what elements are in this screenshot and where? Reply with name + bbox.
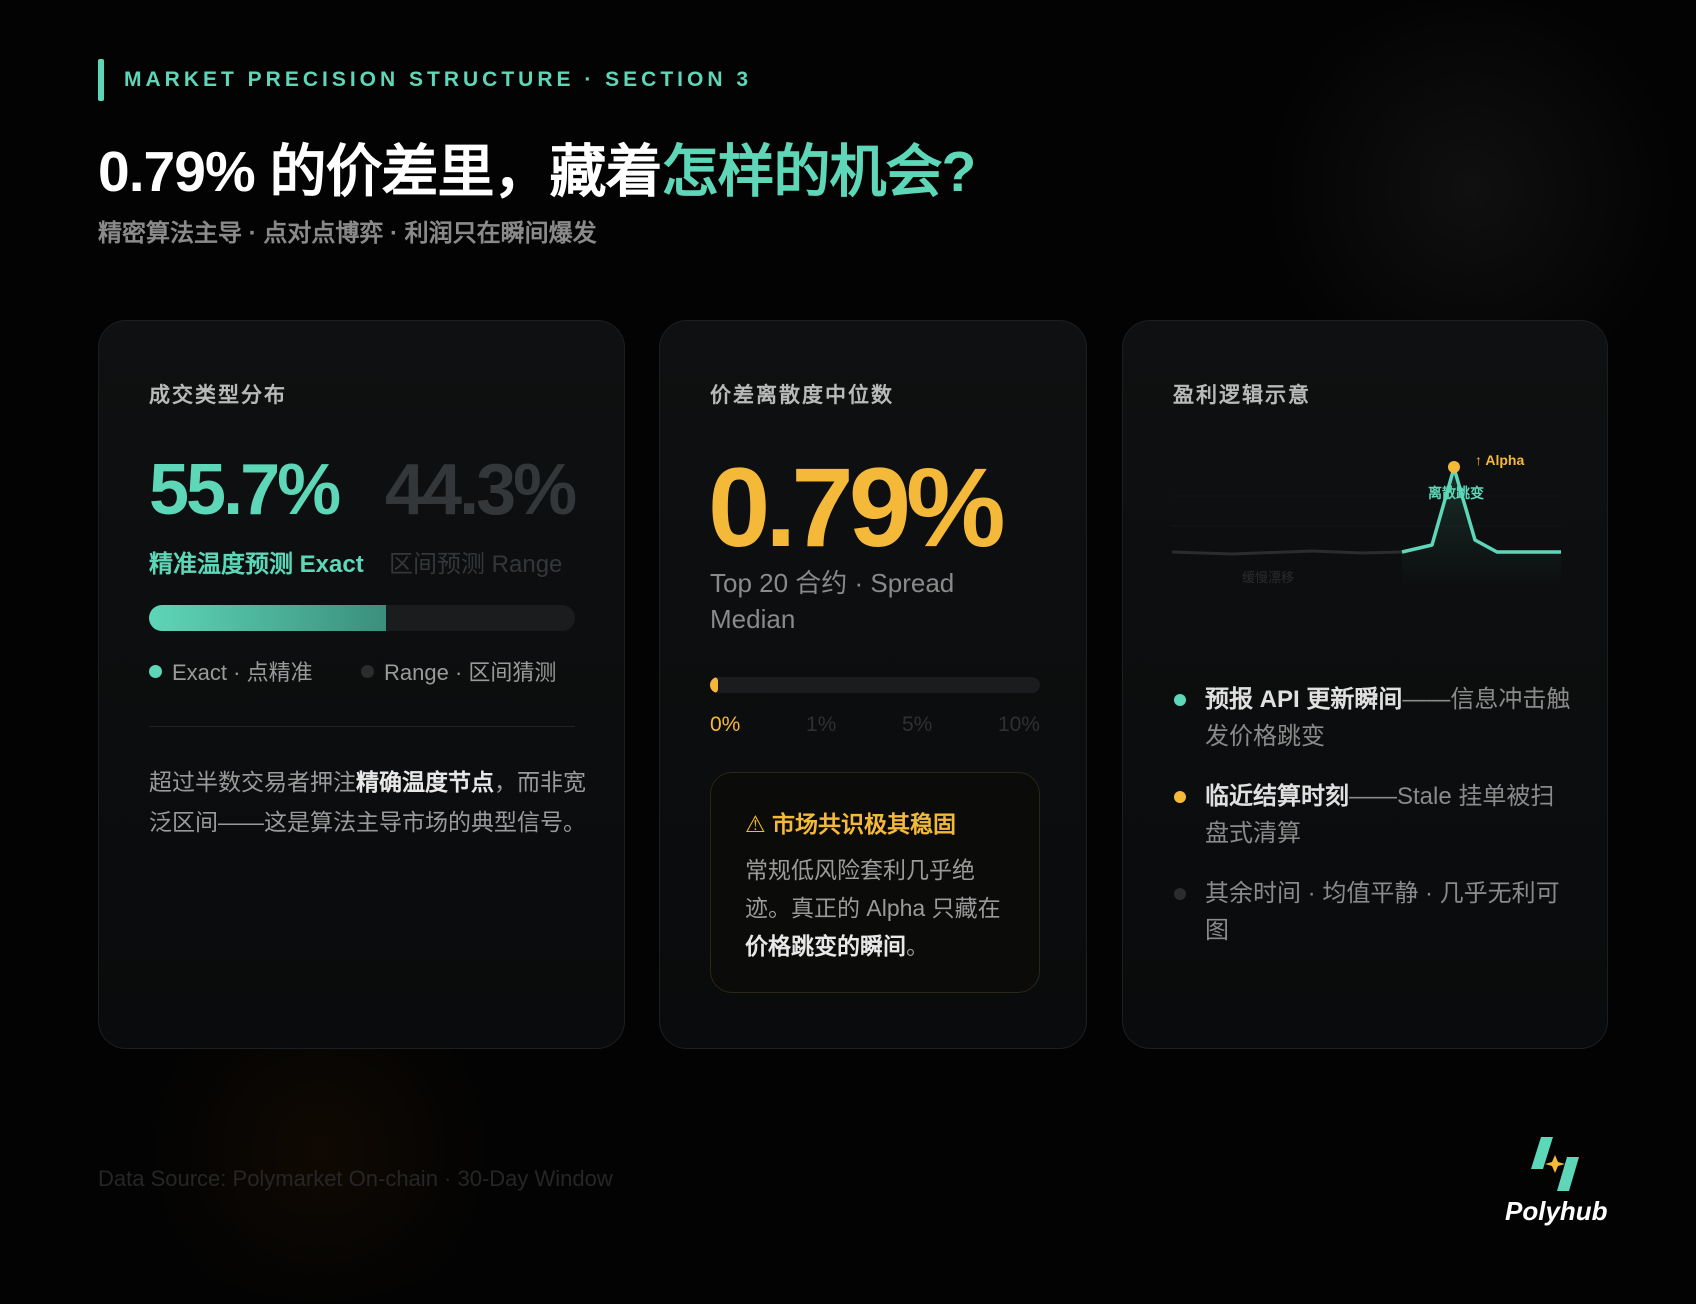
range-value: 44.3% — [385, 450, 577, 530]
background-glow — [120, 1000, 520, 1300]
legend-label: Range · 区间猜测 — [384, 660, 557, 685]
tick-label: 5% — [901, 713, 933, 736]
spike-line — [1401, 466, 1561, 554]
accent-bar — [98, 59, 104, 101]
spike-label: 离散跳变 — [1428, 485, 1484, 501]
spread-fill — [710, 677, 718, 693]
drift-line — [1172, 549, 1403, 556]
bold-text: 临近结算时刻 — [1205, 783, 1349, 810]
logic-card: 盈利逻辑示意 ↑ Alpha 离散跳变 缓慢漂移 预报 API 更新瞬间——信息… — [1122, 320, 1608, 1049]
orange-dot-icon — [1174, 791, 1186, 803]
legend-label: Exact · 点精准 — [172, 660, 313, 685]
data-source: Data Source: Polymarket On-chain · 30-Da… — [98, 1166, 613, 1191]
list-item: 预报 API 更新瞬间——信息冲击触发价格跳变 — [1173, 681, 1573, 755]
text: 常规低风险套利几乎绝迹。真正的 Alpha 只藏在 — [745, 857, 1001, 921]
teal-dot-icon — [149, 664, 162, 678]
eyebrow: MARKET PRECISION STRUCTURE · SECTION 3 — [124, 68, 753, 91]
bold-text: 精确温度节点 — [356, 769, 494, 795]
text: 其余时间 · 均值平静 · 几乎无利可图 — [1205, 880, 1560, 944]
title-highlight: 怎样的机会? — [661, 140, 976, 204]
description: 超过半数交易者押注精确温度节点，而非宽泛区间——这是算法主导市场的典型信号。 — [149, 762, 589, 842]
list-item: 其余时间 · 均值平静 · 几乎无利可图 — [1173, 875, 1573, 949]
drift-label: 缓慢漂移 — [1242, 570, 1294, 585]
card-title: 价差离散度中位数 — [710, 384, 894, 407]
polyhub-logo-icon — [1531, 1137, 1579, 1191]
card-title: 成交类型分布 — [149, 384, 287, 407]
gauge-ticks: 0% 1% 5% 10% — [710, 713, 1040, 737]
text: 。 — [906, 933, 929, 959]
spread-caption: Top 20 合约 · Spread Median — [710, 568, 955, 634]
tick-label: 1% — [805, 713, 837, 736]
bold-text: 预报 API 更新瞬间 — [1205, 686, 1403, 713]
bold-text: 价格跳变的瞬间 — [745, 933, 906, 959]
distribution-bar — [149, 605, 575, 631]
callout-title: ⚠ 市场共识极其稳固 — [745, 811, 957, 837]
spread-value: 0.79% — [708, 445, 1006, 570]
gray-dot-icon — [361, 664, 374, 678]
polyhub-logo: Polyhub — [1505, 1135, 1608, 1227]
legend-exact: Exact · 点精准 — [149, 655, 313, 687]
warning-callout: ⚠ 市场共识极其稳固 常规低风险套利几乎绝迹。真正的 Alpha 只藏在价格跳变… — [710, 772, 1040, 993]
spread-gauge — [710, 677, 1040, 693]
page-subtitle: 精密算法主导 · 点对点博弈 · 利润只在瞬间爆发 — [98, 220, 597, 247]
exact-fill — [149, 605, 387, 631]
gray-dot-icon — [1174, 888, 1186, 900]
list-item: 临近结算时刻——Stale 挂单被扫盘式清算 — [1173, 778, 1573, 852]
tick-label: 0% — [710, 713, 741, 736]
page-title: 0.79% 的价差里，藏着怎样的机会? — [98, 126, 976, 208]
legend-range: Range · 区间猜测 — [361, 655, 556, 687]
callout-text: 常规低风险套利几乎绝迹。真正的 Alpha 只藏在价格跳变的瞬间。 — [745, 851, 1005, 965]
exact-value: 55.7% — [149, 450, 341, 530]
opportunity-list: 预报 API 更新瞬间——信息冲击触发价格跳变 临近结算时刻——Stale 挂单… — [1173, 681, 1573, 972]
alpha-label: ↑ Alpha — [1475, 452, 1524, 468]
alpha-spike-chart: ↑ Alpha 离散跳变 缓慢漂移 — [1172, 452, 1561, 586]
tick-label: 10% — [997, 713, 1040, 736]
spread-card: 价差离散度中位数 0.79% Top 20 合约 · Spread Median… — [659, 320, 1087, 1049]
text: ——信息冲击触发价格跳变 — [1205, 686, 1571, 750]
exact-label: 精准温度预测 Exact — [149, 551, 364, 578]
alpha-dot — [1448, 461, 1460, 473]
spike-area — [1402, 468, 1561, 586]
logo-text: Polyhub — [1505, 1196, 1608, 1226]
distribution-card: 成交类型分布 55.7% 44.3% 精准温度预测 Exact 区间预测 Ran… — [98, 320, 625, 1049]
text: 超过半数交易者押注 — [149, 769, 356, 795]
teal-dot-icon — [1174, 694, 1186, 706]
divider — [149, 726, 575, 727]
text: ——Stale 挂单被扫盘式清算 — [1205, 783, 1555, 847]
card-title: 盈利逻辑示意 — [1173, 384, 1311, 407]
background-glow — [1246, 0, 1696, 380]
range-label: 区间预测 Range — [389, 551, 563, 578]
text: ，而非宽泛区间——这是算法主导市场的典型信号。 — [149, 769, 586, 835]
title-plain: 0.79% 的价差里，藏着 — [98, 140, 662, 204]
